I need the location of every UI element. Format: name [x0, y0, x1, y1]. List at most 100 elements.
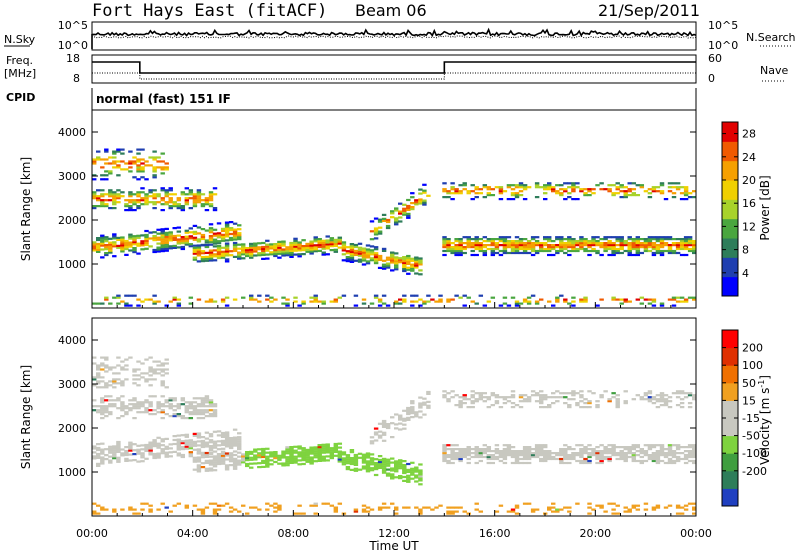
heatmap-cell — [466, 450, 471, 453]
heatmap-cell — [160, 236, 165, 239]
heatmap-cell — [349, 243, 355, 246]
heatmap-cell — [232, 457, 238, 460]
heatmap-cell — [418, 469, 423, 472]
heatmap-cell — [663, 394, 669, 397]
heatmap-cell — [663, 236, 669, 239]
heatmap-cell — [341, 459, 347, 462]
heatmap-cell — [410, 477, 415, 480]
heatmap-cell — [373, 260, 379, 263]
heatmap-cell — [100, 356, 105, 359]
heatmap-cell — [426, 400, 431, 403]
heatmap-cell — [611, 253, 616, 257]
heatmap-cell — [188, 411, 194, 414]
heatmap-cell — [377, 508, 383, 511]
heatmap-cell — [313, 512, 318, 515]
heatmap-cell — [176, 205, 182, 208]
heatmap-cell — [406, 408, 411, 412]
heatmap-cell — [92, 178, 97, 181]
heatmap-cell — [474, 186, 479, 189]
heatmap-cell — [539, 448, 544, 451]
heatmap-cell — [329, 455, 335, 458]
heatmap-cell — [559, 240, 564, 243]
heatmap-cell — [385, 464, 391, 467]
heatmap-cell — [112, 150, 117, 153]
heatmap-cell — [116, 448, 121, 451]
heatmap-cell — [615, 504, 620, 507]
heatmap-cell — [140, 199, 145, 202]
heatmap-cell — [148, 445, 153, 448]
heatmap-cell — [237, 459, 242, 462]
heatmap-cell — [402, 203, 407, 206]
heatmap-cell — [518, 238, 524, 241]
heatmap-cell — [607, 236, 612, 239]
heatmap-cell — [514, 186, 520, 189]
heatmap-cell — [228, 238, 234, 242]
heatmap-cell — [539, 249, 544, 253]
heatmap-cell — [373, 462, 379, 465]
heatmap-cell — [502, 461, 508, 465]
heatmap-cell — [253, 458, 258, 461]
heatmap-cell — [478, 396, 484, 399]
heatmap-cell — [277, 458, 282, 461]
heatmap-cell — [257, 242, 262, 245]
heatmap-cell — [160, 382, 165, 385]
heatmap-cell — [349, 468, 355, 471]
heatmap-cell — [313, 300, 318, 303]
heatmap-cell — [349, 256, 355, 260]
heatmap-cell — [116, 399, 121, 402]
heatmap-cell — [619, 457, 624, 461]
heatmap-cell — [422, 191, 427, 194]
heatmap-cell — [309, 462, 314, 465]
heatmap-cell — [108, 156, 113, 159]
heatmap-cell — [253, 248, 258, 251]
nsearch-tick-bottom: 10^0 — [708, 39, 738, 52]
heatmap-cell — [164, 239, 169, 242]
heatmap-cell — [104, 358, 109, 361]
heatmap-cell — [369, 257, 375, 260]
heatmap-cell — [402, 469, 407, 473]
heatmap-cell — [454, 249, 459, 253]
heatmap-cell — [595, 446, 600, 449]
heatmap-cell — [385, 256, 391, 259]
heatmap-cell — [152, 189, 157, 192]
heatmap-cell — [530, 510, 536, 513]
heatmap-cell — [241, 455, 246, 458]
heatmap-cell — [498, 236, 504, 239]
heatmap-cell — [176, 454, 182, 457]
heatmap-cell — [422, 201, 427, 204]
heatmap-cell — [156, 364, 161, 367]
heatmap-cell — [603, 246, 608, 249]
heatmap-cell — [385, 220, 391, 224]
heatmap-cell — [232, 241, 238, 245]
heatmap-cell — [196, 226, 202, 229]
heatmap-cell — [655, 394, 661, 397]
heatmap-cell — [212, 457, 218, 460]
heatmap-cell — [176, 403, 182, 406]
heatmap-cell — [261, 249, 266, 252]
heatmap-cell — [522, 448, 528, 451]
heatmap-cell — [321, 302, 326, 305]
heatmap-cell — [325, 451, 330, 454]
heatmap-cell — [458, 244, 463, 247]
heatmap-cell — [667, 247, 673, 251]
heatmap-cell — [373, 427, 379, 430]
heatmap-cell — [454, 404, 459, 407]
heatmap-cell — [534, 249, 540, 253]
heatmap-cell — [446, 190, 451, 193]
heatmap-cell — [551, 457, 556, 461]
heatmap-cell — [124, 168, 129, 171]
heatmap-cell — [571, 247, 576, 251]
heatmap-cell — [152, 452, 157, 456]
heatmap-cell — [547, 182, 552, 185]
heatmap-cell — [152, 456, 157, 460]
heatmap-cell — [301, 459, 306, 462]
heatmap-cell — [128, 304, 133, 307]
heatmap-cell — [321, 457, 326, 460]
heatmap-cell — [571, 296, 576, 299]
heatmap-cell — [104, 248, 109, 251]
heatmap-cell — [192, 252, 198, 255]
heatmap-cell — [377, 304, 383, 307]
heatmap-cell — [414, 466, 419, 469]
heatmap-cell — [136, 368, 141, 371]
heatmap-cell — [100, 409, 105, 412]
